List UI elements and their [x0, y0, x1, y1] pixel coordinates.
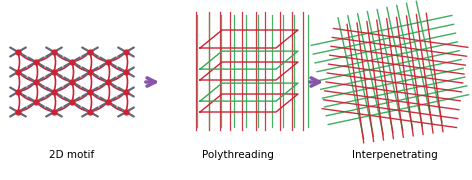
Text: Polythreading: Polythreading — [202, 150, 274, 160]
Text: Interpenetrating: Interpenetrating — [352, 150, 438, 160]
Text: 2D motif: 2D motif — [50, 150, 94, 160]
